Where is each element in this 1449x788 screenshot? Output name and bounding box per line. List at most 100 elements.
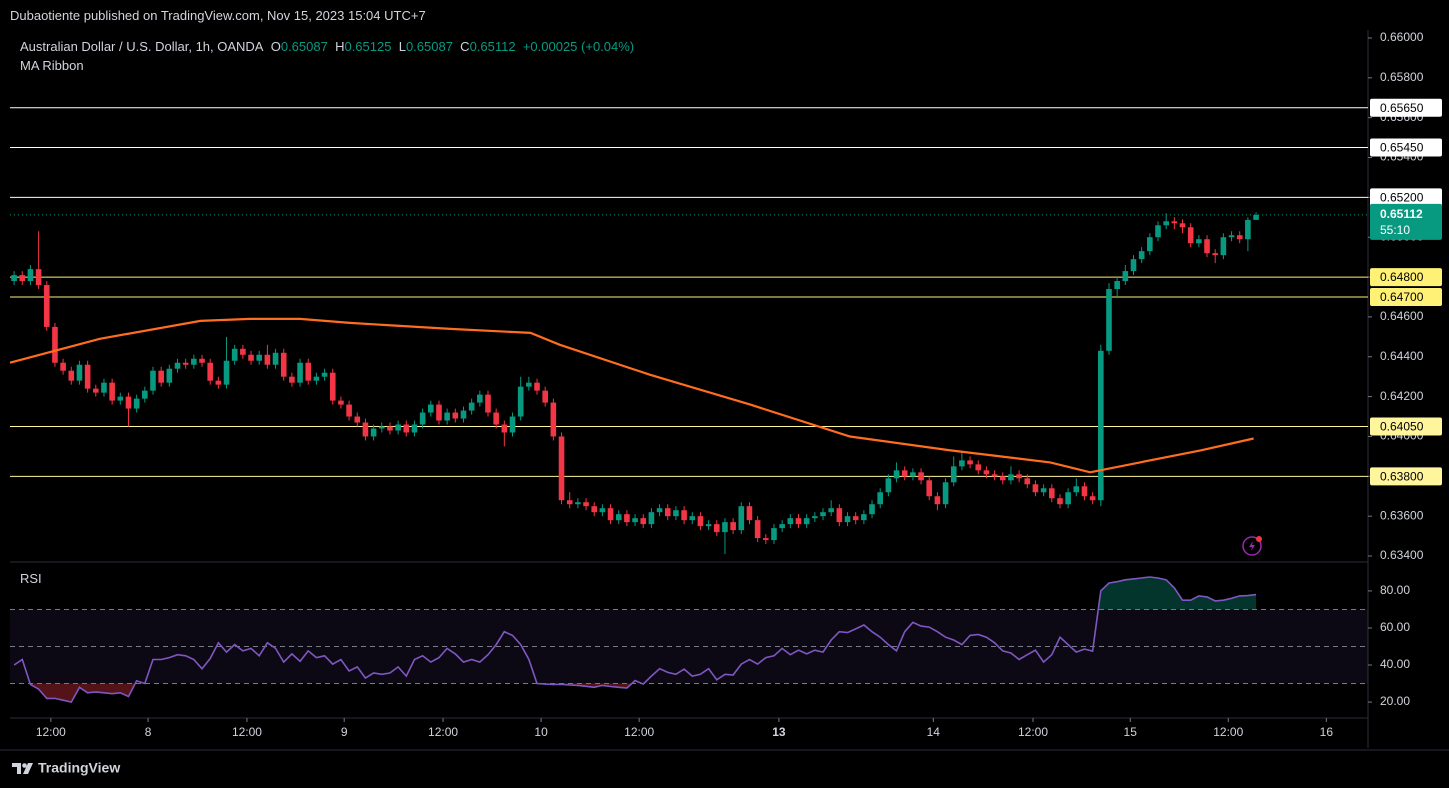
candle-body bbox=[820, 512, 826, 517]
candle-body bbox=[248, 354, 254, 361]
candle-body bbox=[215, 380, 222, 385]
candle-body bbox=[182, 362, 189, 365]
x-tick-label: 8 bbox=[145, 725, 152, 739]
x-tick-label: 14 bbox=[927, 725, 941, 739]
ohlc-label: O bbox=[270, 39, 281, 54]
candle-body bbox=[403, 424, 410, 433]
candle-body bbox=[624, 514, 630, 523]
alert-icon-ring bbox=[1242, 536, 1262, 556]
level-label: 0.64050 bbox=[1380, 420, 1424, 434]
candle-body bbox=[763, 538, 769, 541]
candle-body bbox=[477, 394, 483, 403]
candle-body bbox=[329, 372, 336, 401]
level-label-box bbox=[1370, 188, 1442, 207]
candle-body bbox=[468, 402, 475, 411]
candle-body bbox=[1138, 251, 1145, 260]
candle-body bbox=[60, 362, 66, 371]
candle-body bbox=[395, 424, 401, 431]
candle-body bbox=[599, 508, 606, 513]
candle-body bbox=[509, 416, 516, 433]
rsi-title: RSI bbox=[20, 571, 42, 586]
countdown: 55:10 bbox=[1380, 223, 1410, 237]
candle-body bbox=[76, 364, 83, 381]
candle-body bbox=[526, 382, 532, 387]
candle-body bbox=[828, 508, 834, 513]
last-price-label: 0.65112 bbox=[1380, 207, 1423, 221]
candle-body bbox=[240, 348, 246, 355]
candle-body bbox=[338, 400, 344, 405]
marks-layer bbox=[9, 212, 1259, 704]
candle-body bbox=[1089, 496, 1096, 501]
y-tick-label: 20.00 bbox=[1380, 694, 1410, 708]
candle-body bbox=[1163, 221, 1169, 226]
y-tick-label: 0.63600 bbox=[1380, 508, 1424, 522]
candle-body bbox=[1016, 474, 1022, 479]
candle-body bbox=[68, 370, 75, 381]
candle-body bbox=[1236, 235, 1243, 240]
ohlc-label: C bbox=[460, 39, 470, 54]
candle-body bbox=[452, 412, 459, 419]
candle-body bbox=[11, 275, 17, 282]
brand-logo bbox=[12, 763, 33, 774]
candle-body bbox=[934, 496, 941, 505]
candle-body bbox=[362, 422, 369, 437]
candle-body bbox=[142, 390, 148, 399]
candle-body bbox=[771, 528, 777, 541]
level-label: 0.65650 bbox=[1380, 101, 1424, 115]
candle-body bbox=[942, 482, 949, 505]
y-tick-label: 0.66000 bbox=[1380, 30, 1424, 44]
candle-body bbox=[1081, 486, 1088, 497]
candle-body bbox=[158, 370, 164, 383]
y-tick-label: 0.64400 bbox=[1380, 349, 1424, 363]
candle-body bbox=[346, 404, 352, 417]
ohlc-label: L bbox=[398, 39, 406, 54]
candle-body bbox=[305, 362, 312, 381]
candle-body bbox=[52, 326, 58, 363]
candle-body bbox=[575, 502, 581, 505]
candle-body bbox=[730, 522, 736, 531]
candle-body bbox=[1122, 271, 1129, 282]
brand-logo-dot bbox=[22, 763, 27, 768]
brand-logo-mark bbox=[12, 763, 33, 774]
last-price-box bbox=[1370, 203, 1442, 240]
candle-body bbox=[999, 476, 1006, 481]
ohlc-value: 0.65125 bbox=[344, 39, 392, 54]
legend: Australian Dollar / U.S. Dollar, 1h, OAN… bbox=[20, 39, 634, 54]
candle-body bbox=[1253, 214, 1259, 220]
candle-body bbox=[534, 382, 540, 391]
ohlc-label: H bbox=[335, 39, 345, 54]
candle-body bbox=[869, 504, 875, 515]
candle-body bbox=[656, 508, 663, 513]
candle-body bbox=[1228, 235, 1235, 238]
candle-body bbox=[133, 398, 140, 409]
candle-body bbox=[117, 396, 124, 401]
candle-body bbox=[910, 472, 916, 477]
candle-body bbox=[370, 428, 377, 437]
candle-body bbox=[648, 512, 655, 525]
candle-body bbox=[321, 372, 328, 377]
candle-body bbox=[493, 412, 499, 425]
candle-body bbox=[1106, 289, 1112, 351]
y-tick-label: 0.64600 bbox=[1380, 309, 1424, 323]
candle-body bbox=[354, 416, 361, 423]
candle-body bbox=[1212, 253, 1219, 256]
candle-body bbox=[1171, 221, 1178, 224]
candle-body bbox=[673, 510, 679, 517]
ma-line bbox=[9, 317, 1254, 474]
x-tick-label: 12:00 bbox=[1213, 725, 1243, 739]
candle-body bbox=[191, 358, 197, 365]
axis-layer: 0.660000.658000.656000.654000.652000.650… bbox=[36, 30, 1442, 739]
y-tick-label: 0.63400 bbox=[1380, 548, 1424, 562]
candle-body bbox=[991, 474, 998, 477]
candle-body bbox=[1204, 239, 1210, 254]
candle-body bbox=[280, 352, 287, 377]
candle-body bbox=[485, 394, 491, 413]
candle-body bbox=[166, 368, 173, 383]
candle-body bbox=[313, 376, 320, 381]
candle-body bbox=[1065, 492, 1071, 505]
candle-body bbox=[199, 358, 205, 363]
candle-body bbox=[542, 390, 548, 403]
level-label-box bbox=[1370, 98, 1442, 117]
ohlc-value: 0.65087 bbox=[405, 39, 453, 54]
